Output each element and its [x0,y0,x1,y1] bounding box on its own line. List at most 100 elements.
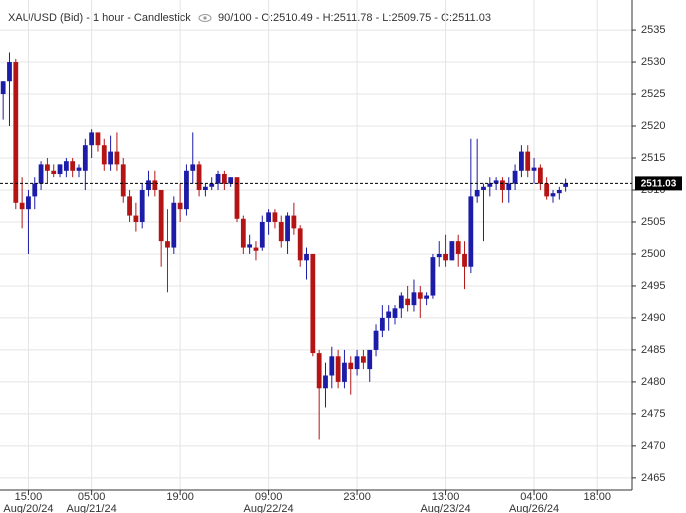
candle-body [177,202,183,210]
candle-body [196,164,202,190]
y-tick-label: 2480 [641,376,665,388]
candle-body [203,186,208,190]
candle-body [51,170,57,174]
candle-body [563,183,569,187]
candle-body [127,196,132,216]
x-tick-label: 04:00 [520,491,548,503]
candle-body [13,62,19,203]
candle-body [291,215,297,229]
candle-body [556,189,562,194]
candle-body [392,308,398,318]
candle-body [531,167,537,171]
candle-body [101,145,107,165]
price-label-box [635,176,682,191]
candle-body [424,295,429,299]
candle-body [537,167,543,184]
y-tick-label: 2485 [641,344,665,356]
candle-body [436,253,442,258]
candle-body [63,161,69,171]
candle-body [57,164,63,174]
candle-body [120,164,126,197]
candle-body [228,177,234,184]
candle-body [481,186,486,190]
candle-body [19,202,25,210]
candle-body [146,180,151,190]
candle-body [361,356,366,363]
candle-body [550,193,556,197]
x-tick-label: 05:00 [78,491,106,503]
candle-body [354,356,360,370]
candle-body [76,167,82,171]
candle-body [398,295,404,309]
y-tick-label: 2535 [641,24,665,36]
candle-body [417,292,423,299]
candle-body [234,177,240,219]
candle-body [367,349,373,370]
x-date-label: Aug/20/24 [3,503,53,513]
x-date-label: Aug/23/24 [420,503,470,513]
candle-body [0,81,6,95]
candle-body [304,253,309,261]
candle-body [82,145,88,171]
candle-body [133,215,139,222]
candle-body [171,202,177,248]
y-tick-label: 2505 [641,216,665,228]
candle-body [165,241,170,248]
y-tick-label: 2525 [641,88,665,100]
candle-body [32,183,38,197]
y-tick-label: 2500 [641,248,665,260]
chart-title: XAU/USD (Bid) - 1 hour - Candlestick [8,12,191,24]
x-tick-label: 23:00 [343,491,371,503]
candle-body [512,170,518,184]
candle-body [221,173,227,184]
y-tick-label: 2475 [641,408,665,420]
candle-body [474,189,480,197]
candle-body [430,257,436,296]
candle-body [158,189,164,242]
x-date-label: Aug/22/24 [244,503,294,513]
candle-body [209,183,215,187]
candle-body [253,247,259,251]
eye-icon [198,14,212,22]
candle-body [323,375,328,389]
candle-body [544,183,550,197]
x-tick-label: 13:00 [432,491,460,503]
candle-body [379,317,385,331]
candle-body [525,151,531,171]
candle-body [7,62,12,82]
candle-body [184,170,189,210]
y-tick-label: 2515 [641,152,665,164]
candle-body [462,253,467,267]
candle-body [259,221,265,248]
candle-body [108,151,113,165]
candle-body [405,298,411,306]
candle-body [316,353,322,389]
candle-body [500,180,505,190]
candle-body [89,132,95,146]
candle-body [348,362,354,370]
y-tick-label: 2470 [641,440,665,452]
candle-body [139,189,145,222]
candle-body [278,221,284,242]
x-tick-label: 15:00 [15,491,43,503]
candle-body [266,212,271,222]
candle-body [240,218,246,248]
candle-body [247,244,253,248]
grid [0,0,632,490]
candle-body [487,183,493,187]
candle-body [468,196,474,267]
candle-body [455,241,461,254]
candle-body [285,215,290,242]
x-date-label: Aug/21/24 [67,503,117,513]
chart-subtitle: 90/100 - O:2510.49 - H:2511.78 - L:2509.… [218,12,491,24]
candle-body [519,151,524,171]
price-label: 2511.03 [641,179,677,190]
candle-body [26,196,31,210]
y-tick-label: 2520 [641,120,665,132]
candle-body [190,164,196,171]
x-tick-label: 09:00 [255,491,283,503]
candle-body [506,183,512,190]
y-tick-label: 2490 [641,312,665,324]
